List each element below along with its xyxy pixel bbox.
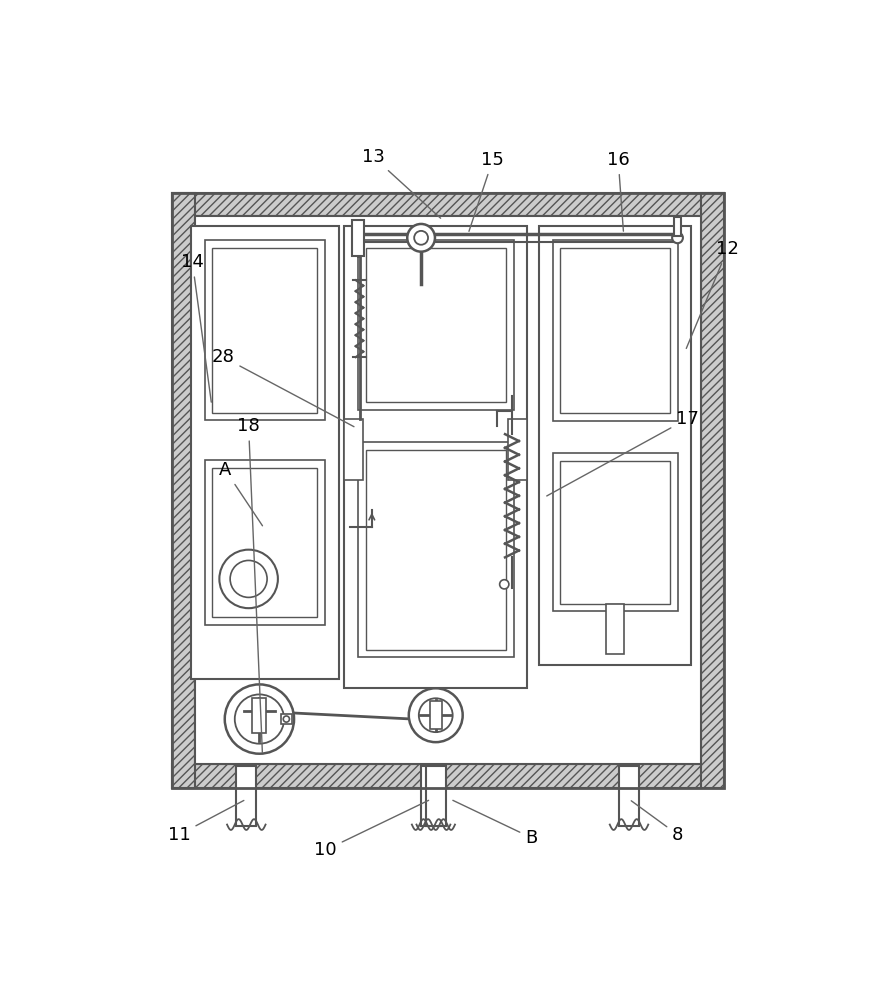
Bar bbox=[172, 764, 724, 788]
Bar bbox=[539, 226, 691, 665]
Bar bbox=[253, 698, 266, 733]
Text: A: A bbox=[220, 461, 262, 526]
Text: 15: 15 bbox=[469, 151, 504, 231]
Bar bbox=[553, 240, 677, 421]
Text: 28: 28 bbox=[212, 348, 354, 427]
Bar bbox=[205, 460, 325, 625]
Circle shape bbox=[414, 231, 428, 245]
Bar bbox=[553, 453, 677, 611]
Text: 18: 18 bbox=[237, 417, 262, 752]
Bar bbox=[430, 701, 442, 729]
Bar bbox=[358, 442, 514, 657]
Bar bbox=[191, 226, 339, 679]
Bar bbox=[674, 217, 682, 236]
Bar bbox=[172, 193, 724, 788]
Bar bbox=[205, 240, 325, 420]
Bar bbox=[352, 220, 364, 256]
Bar bbox=[344, 419, 363, 480]
Circle shape bbox=[234, 694, 284, 744]
Bar bbox=[619, 766, 639, 826]
Text: B: B bbox=[453, 800, 537, 847]
Text: 13: 13 bbox=[362, 148, 441, 218]
Bar bbox=[421, 766, 441, 826]
Circle shape bbox=[407, 224, 435, 252]
Bar bbox=[358, 240, 514, 410]
Text: 11: 11 bbox=[168, 800, 244, 844]
Bar bbox=[366, 450, 506, 650]
Bar bbox=[213, 248, 317, 413]
Bar bbox=[236, 766, 256, 826]
Text: 16: 16 bbox=[607, 151, 630, 231]
Text: 14: 14 bbox=[181, 253, 211, 402]
Bar bbox=[561, 248, 670, 413]
Bar bbox=[426, 766, 445, 826]
Text: 17: 17 bbox=[547, 410, 699, 496]
Bar bbox=[606, 604, 625, 654]
Bar bbox=[344, 226, 528, 688]
Text: 8: 8 bbox=[631, 801, 683, 844]
Bar bbox=[281, 714, 291, 724]
Bar bbox=[366, 248, 506, 402]
Bar bbox=[172, 193, 195, 788]
Text: 12: 12 bbox=[686, 240, 739, 348]
Circle shape bbox=[500, 580, 509, 589]
Circle shape bbox=[672, 232, 682, 243]
Circle shape bbox=[225, 684, 294, 754]
Circle shape bbox=[419, 698, 452, 732]
Bar bbox=[172, 193, 724, 216]
Bar bbox=[561, 461, 670, 604]
Circle shape bbox=[284, 716, 290, 722]
Circle shape bbox=[409, 688, 463, 742]
Bar bbox=[195, 216, 702, 764]
Text: 10: 10 bbox=[314, 800, 429, 859]
Bar bbox=[213, 468, 317, 617]
Bar bbox=[508, 419, 528, 480]
Circle shape bbox=[230, 560, 267, 597]
Bar bbox=[702, 193, 724, 788]
Circle shape bbox=[220, 550, 278, 608]
